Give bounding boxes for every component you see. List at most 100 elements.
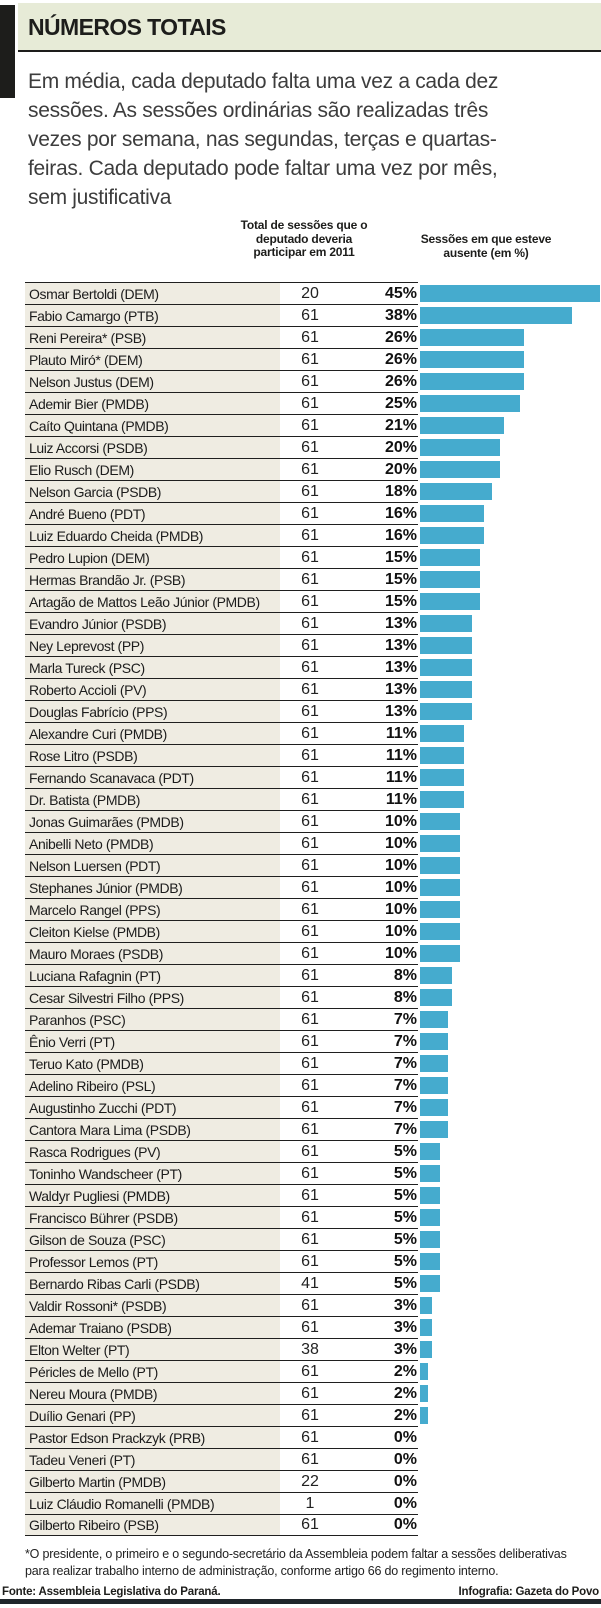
sessions-value: 61 [301, 526, 319, 544]
absence-percent: 10% [384, 900, 417, 918]
absence-bar [420, 548, 480, 566]
row-cells: Stephanes Júnior (PMDB) 61 10% [25, 876, 418, 898]
bar-track [418, 546, 601, 568]
deputy-name: Teruo Kato (PMDB) [25, 1053, 280, 1074]
absence-bar [420, 570, 480, 588]
absence-bar [420, 944, 460, 962]
deputy-name: Stephanes Júnior (PMDB) [25, 877, 280, 898]
table-row: Pastor Edson Prackzyk (PRB) 61 0% [25, 1426, 601, 1448]
table-row: Dr. Batista (PMDB) 61 11% [25, 788, 601, 810]
table-row: Luciana Rafagnin (PT) 61 8% [25, 964, 601, 986]
sessions-value: 61 [301, 1516, 319, 1533]
absence-bar [420, 350, 524, 368]
bar-track [418, 920, 601, 942]
deputy-name: Hermas Brandão Jr. (PSB) [25, 569, 280, 590]
sessions-value: 61 [301, 944, 319, 962]
bar-track [418, 590, 601, 612]
bar-track [418, 1052, 601, 1074]
table-row: Cleiton Kielse (PMDB) 61 10% [25, 920, 601, 942]
bar-track [418, 722, 601, 744]
absence-bar [420, 1406, 428, 1424]
sessions-value: 61 [301, 394, 319, 412]
deputy-name: Caíto Quintana (PMDB) [25, 415, 280, 436]
sessions-value: 61 [301, 856, 319, 874]
absence-percent: 26% [384, 350, 417, 368]
sessions-value: 61 [301, 1318, 319, 1336]
absence-percent: 5% [393, 1164, 417, 1182]
sessions-value: 61 [301, 922, 319, 940]
table-row: Evandro Júnior (PSDB) 61 13% [25, 612, 601, 634]
bar-track [418, 700, 601, 722]
table-row: Paranhos (PSC) 61 7% [25, 1008, 601, 1030]
table-row: Fernando Scanavaca (PDT) 61 11% [25, 766, 601, 788]
deputy-name: Ney Leprevost (PP) [25, 635, 280, 656]
bar-track [418, 634, 601, 656]
row-cells: Valdir Rossoni* (PSDB) 61 3% [25, 1294, 418, 1316]
absence-percent: 8% [393, 988, 417, 1006]
absence-bar [420, 1098, 448, 1116]
bar-track [418, 854, 601, 876]
row-cells: Cesar Silvestri Filho (PPS) 61 8% [25, 986, 418, 1008]
bar-track [418, 744, 601, 766]
bar-track [418, 1404, 601, 1426]
absence-percent: 15% [384, 592, 417, 610]
absence-bar [420, 790, 464, 808]
absence-percent: 7% [393, 1010, 417, 1028]
page-title: NÚMEROS TOTAIS [28, 14, 226, 40]
deputy-name: Pedro Lupion (DEM) [25, 547, 280, 568]
deputy-name: André Bueno (PDT) [25, 503, 280, 524]
bar-track [418, 942, 601, 964]
deputy-name: Gilson de Souza (PSC) [25, 1229, 280, 1250]
deputy-name: Professor Lemos (PT) [25, 1251, 280, 1272]
bar-track [418, 964, 601, 986]
table-row: Luiz Eduardo Cheida (PMDB) 61 16% [25, 524, 601, 546]
table-row: Ney Leprevost (PP) 61 13% [25, 634, 601, 656]
absence-bar [420, 1230, 440, 1248]
absence-percent: 7% [393, 1032, 417, 1050]
row-cells: Ênio Verri (PT) 61 7% [25, 1030, 418, 1052]
table-row: Reni Pereira* (PSB) 61 26% [25, 326, 601, 348]
row-cells: Francisco Bührer (PSDB) 61 5% [25, 1206, 418, 1228]
absence-percent: 38% [384, 306, 417, 324]
absence-bar [420, 746, 464, 764]
sessions-value: 61 [301, 350, 319, 368]
deputy-name: Luiz Eduardo Cheida (PMDB) [25, 525, 280, 546]
absence-percent: 2% [393, 1406, 417, 1424]
bar-track [418, 1360, 601, 1382]
absence-percent: 26% [384, 372, 417, 390]
row-cells: Evandro Júnior (PSDB) 61 13% [25, 612, 418, 634]
absence-bar [420, 812, 460, 830]
row-cells: Jonas Guimarães (PMDB) 61 10% [25, 810, 418, 832]
table-row: Bernardo Ribas Carli (PSDB) 41 5% [25, 1272, 601, 1294]
sessions-value: 61 [301, 328, 319, 346]
bar-track [418, 1250, 601, 1272]
sessions-value: 61 [301, 372, 319, 390]
bar-track [418, 1118, 601, 1140]
deputy-name: Luiz Accorsi (PSDB) [25, 437, 280, 458]
table-row: Augustinho Zucchi (PDT) 61 7% [25, 1096, 601, 1118]
absence-bar [420, 328, 524, 346]
table-row: Luiz Accorsi (PSDB) 61 20% [25, 436, 601, 458]
deputy-name: Ademir Bier (PMDB) [25, 393, 280, 414]
intro-paragraph: Em média, cada deputado falta uma vez a … [28, 70, 499, 209]
deputy-name: Cleiton Kielse (PMDB) [25, 921, 280, 942]
deputy-name: Marla Tureck (PSC) [25, 657, 280, 678]
absence-percent: 5% [393, 1142, 417, 1160]
deputy-name: Luciana Rafagnin (PT) [25, 965, 280, 986]
deputy-name: Douglas Fabrício (PPS) [25, 701, 280, 722]
sessions-value: 61 [301, 1362, 319, 1380]
absence-bar [420, 1054, 448, 1072]
table-row: Jonas Guimarães (PMDB) 61 10% [25, 810, 601, 832]
column-header-absence: Sessões em que esteve ausente (em %) [420, 232, 552, 260]
absence-percent: 0% [393, 1450, 417, 1468]
table-row: Marla Tureck (PSC) 61 13% [25, 656, 601, 678]
bar-track [418, 348, 601, 370]
absence-percent: 25% [384, 394, 417, 412]
bottom-rule [0, 1599, 601, 1604]
absence-percent: 8% [393, 966, 417, 984]
bar-track [418, 876, 601, 898]
absence-bar [420, 1362, 428, 1380]
row-cells: Marcelo Rangel (PPS) 61 10% [25, 898, 418, 920]
absence-percent: 20% [384, 438, 417, 456]
bar-track [418, 986, 601, 1008]
